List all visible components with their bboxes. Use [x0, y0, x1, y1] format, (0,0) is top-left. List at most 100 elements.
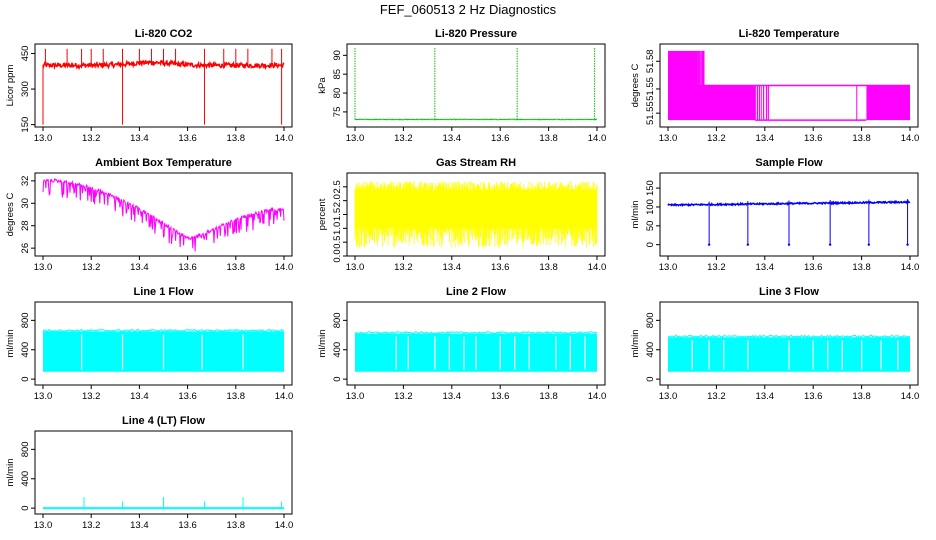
x-tick-label: 13.0: [34, 520, 53, 531]
x-tick-label: 13.0: [659, 262, 678, 273]
x-tick-label: 13.8: [852, 133, 871, 144]
x-tick-label: 13.8: [227, 262, 246, 273]
panel-title: Li-820 CO2: [135, 28, 192, 40]
y-tick-label: 450: [20, 46, 31, 62]
panel-title: Line 1 Flow: [134, 286, 194, 298]
x-tick-label: 13.4: [756, 133, 775, 144]
y-tick-label: 400: [20, 471, 31, 487]
panel-title: Line 3 Flow: [759, 286, 819, 298]
x-tick-label: 13.8: [227, 391, 246, 402]
plot-frame: [34, 172, 293, 257]
x-tick-label: 14.0: [901, 391, 920, 402]
band: [668, 85, 756, 121]
x-tick-label: 13.6: [804, 262, 823, 273]
y-axis-label: percent: [317, 198, 328, 230]
y-axis-label: ml/min: [630, 330, 641, 358]
plot-frame: [659, 172, 919, 257]
y-tick-label: 51.55: [645, 101, 656, 125]
x-tick-label: 13.2: [394, 133, 413, 144]
x-tick-label: 14.0: [275, 520, 294, 531]
x-tick-label: 13.8: [539, 391, 558, 402]
y-tick-label: 1.0: [332, 222, 343, 235]
y-axis-label: kPa: [317, 77, 328, 94]
x-tick-label: 13.8: [852, 391, 871, 402]
drop-point: [787, 243, 791, 246]
x-tick-label: 13.2: [707, 391, 726, 402]
x-tick-label: 13.0: [659, 391, 678, 402]
x-tick-label: 13.0: [346, 391, 365, 402]
x-tick-label: 13.4: [756, 391, 775, 402]
panel-title: Gas Stream RH: [436, 157, 516, 169]
panel-title: Line 2 Flow: [446, 286, 506, 298]
x-tick-label: 13.4: [443, 133, 462, 144]
panel-1: Li-820 CO2 13.0 13.2 13.4 13.6 13.8 14.0 150 300…: [5, 28, 293, 144]
plot-frame: [34, 43, 293, 128]
panel-10: Line 4 (LT) Flow 13.0 13.2 13.4 13.6 13.8 14.0…: [5, 415, 293, 531]
x-tick-label: 13.0: [346, 262, 365, 273]
panel-title: Li-820 Temperature: [739, 28, 840, 40]
x-tick-label: 13.8: [539, 133, 558, 144]
y-tick-label: 85: [332, 69, 343, 80]
x-tick-label: 13.0: [34, 391, 53, 402]
band-top: [354, 331, 598, 335]
panel-title: Ambient Box Temperature: [95, 157, 232, 169]
y-tick-label: 800: [645, 312, 656, 328]
x-tick-label: 13.2: [394, 262, 413, 273]
y-tick-label: 800: [20, 441, 31, 457]
y-tick-label: 90: [332, 50, 343, 61]
x-tick-label: 13.0: [346, 133, 365, 144]
drop-point: [828, 243, 832, 246]
y-tick-label: 80: [332, 88, 343, 99]
y-tick-label: 400: [332, 342, 343, 358]
y-tick-label: 32: [20, 176, 31, 187]
x-tick-label: 13.4: [443, 262, 462, 273]
panel-2: Li-820 Pressure 13.0 13.2 13.4 13.6 13.8 14.0 7…: [317, 28, 606, 144]
x-tick-label: 13.6: [491, 262, 510, 273]
y-tick-label: 50: [645, 221, 656, 232]
y-tick-label: 26: [20, 243, 31, 254]
x-tick-label: 13.2: [394, 391, 413, 402]
x-tick-label: 14.0: [588, 391, 607, 402]
y-tick-label: 150: [645, 180, 656, 196]
panel-title: Sample Flow: [755, 157, 823, 169]
x-tick-label: 13.6: [491, 391, 510, 402]
x-tick-label: 13.4: [130, 391, 149, 402]
x-tick-label: 13.0: [34, 133, 53, 144]
x-tick-label: 13.8: [227, 133, 246, 144]
drop-point: [867, 243, 871, 246]
y-tick-label: 100: [645, 199, 656, 215]
x-tick-label: 13.6: [178, 133, 197, 144]
plot-frame: [659, 43, 919, 128]
y-tick-label: 28: [20, 220, 31, 231]
y-tick-label: 0: [20, 376, 31, 381]
y-axis-label: ml/min: [5, 330, 16, 358]
plot-frame: [346, 301, 606, 386]
y-tick-label: 400: [20, 342, 31, 358]
y-tick-label: 0.0: [332, 249, 343, 262]
panel-4: Ambient Box Temperature 13.0 13.2 13.4 13.6 1…: [5, 157, 293, 273]
x-tick-label: 13.4: [130, 520, 149, 531]
drop-point: [746, 243, 750, 246]
x-tick-label: 13.6: [178, 520, 197, 531]
plot-frame: [346, 43, 606, 128]
y-axis-label: ml/min: [5, 459, 16, 487]
y-axis-label: ml/min: [630, 201, 641, 229]
y-tick-label: 75: [332, 107, 343, 118]
y-tick-label: 51.55: [645, 77, 656, 101]
x-tick-label: 14.0: [275, 391, 294, 402]
panel-5: Gas Stream RH 13.0 13.2 13.4 13.6 13.8 14.0 0.0…: [317, 157, 606, 273]
plot-frame: [659, 301, 919, 386]
y-axis-label: Licor ppm: [5, 65, 16, 107]
drop-point: [707, 243, 711, 246]
band: [866, 85, 910, 121]
y-axis-label: degrees C: [5, 192, 16, 236]
panel-3: Li-820 Temperature 13.0 13.2 13.4 13.6 13.8 14…: [630, 28, 919, 144]
x-tick-label: 13.2: [82, 133, 101, 144]
x-tick-label: 13.6: [491, 133, 510, 144]
x-tick-label: 13.2: [82, 262, 101, 273]
x-tick-label: 14.0: [901, 262, 920, 273]
series-line: [42, 178, 285, 252]
x-tick-label: 13.4: [443, 391, 462, 402]
